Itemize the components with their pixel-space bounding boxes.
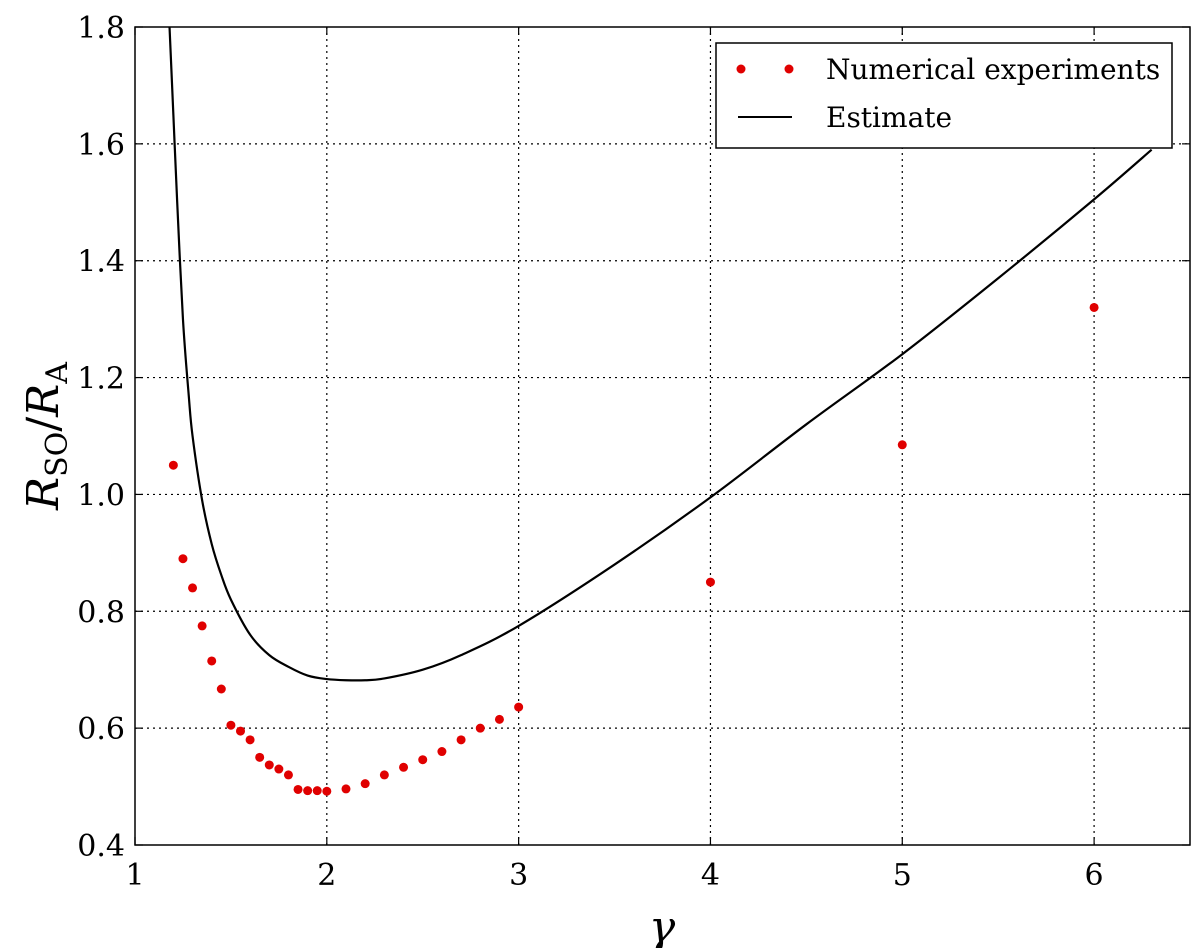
data-point [178, 554, 188, 564]
data-point [188, 583, 198, 593]
data-point [514, 702, 524, 712]
x-tick-label: 1 [125, 858, 144, 893]
axis-ticks [134, 26, 1190, 846]
data-point [312, 786, 322, 796]
data-point [283, 770, 293, 780]
data-point [293, 784, 303, 794]
data-point [475, 723, 485, 733]
y-tick-label: 0.6 [77, 712, 125, 747]
y-tick-label: 1.4 [77, 245, 125, 280]
gridlines [135, 27, 1190, 845]
data-point [236, 726, 245, 736]
legend: Numerical experiments Estimate [715, 42, 1173, 149]
x-tick-label: 6 [1085, 858, 1104, 893]
data-point [303, 786, 313, 796]
data-point [494, 714, 504, 724]
legend-marker-dot [736, 64, 746, 74]
legend-marker-dot [784, 64, 794, 74]
data-point [399, 762, 409, 772]
y-tick-label: 0.4 [77, 829, 125, 864]
legend-label-estimate: Estimate [826, 101, 952, 134]
data-point [274, 764, 284, 774]
data-point [197, 621, 207, 631]
y-axis-title: RSO/RA [18, 362, 75, 511]
data-point [437, 747, 447, 757]
x-tick-label: 5 [893, 858, 912, 893]
axis-tick-labels: 1 2 3 4 5 6 0.4 0.6 0.8 1.0 1.2 1.4 1.6 1.8 [77, 11, 1103, 893]
y-label-main: R [18, 477, 69, 511]
data-point [245, 735, 255, 745]
y-label-slash: / [18, 417, 69, 432]
y-label-main2: R [18, 384, 69, 418]
data-point [216, 684, 226, 694]
data-point [1089, 302, 1099, 312]
data-point [379, 770, 389, 780]
data-point [456, 735, 466, 745]
data-point [705, 577, 715, 587]
data-point [341, 784, 351, 794]
data-point [418, 755, 428, 765]
estimate-line [168, 27, 1153, 682]
estimate-series [168, 27, 1153, 682]
y-tick-label: 1.6 [77, 128, 125, 163]
legend-label-numerical: Numerical experiments [826, 53, 1160, 86]
numerical-experiments-series [168, 302, 1099, 796]
data-point [264, 760, 274, 770]
y-tick-label: 1.8 [77, 11, 125, 46]
data-point [168, 460, 178, 470]
data-point [897, 440, 907, 450]
y-label-sub-den: A [40, 362, 75, 385]
data-point [255, 752, 265, 762]
data-point [360, 779, 370, 789]
data-point [322, 786, 332, 796]
x-tick-label: 4 [701, 858, 720, 893]
x-tick-label: 2 [317, 858, 336, 893]
y-tick-label: 1.0 [77, 478, 125, 513]
legend-box [715, 42, 1173, 149]
x-axis-title: γ [649, 902, 676, 948]
svg-text:RSO/RA: RSO/RA [18, 362, 75, 511]
data-point [226, 720, 236, 730]
data-point [207, 656, 217, 666]
plot-frame [134, 26, 1191, 846]
y-tick-label: 1.2 [77, 362, 125, 397]
y-tick-label: 0.8 [77, 595, 125, 630]
y-label-sub-num: SO [40, 432, 75, 477]
x-tick-label: 3 [509, 858, 528, 893]
